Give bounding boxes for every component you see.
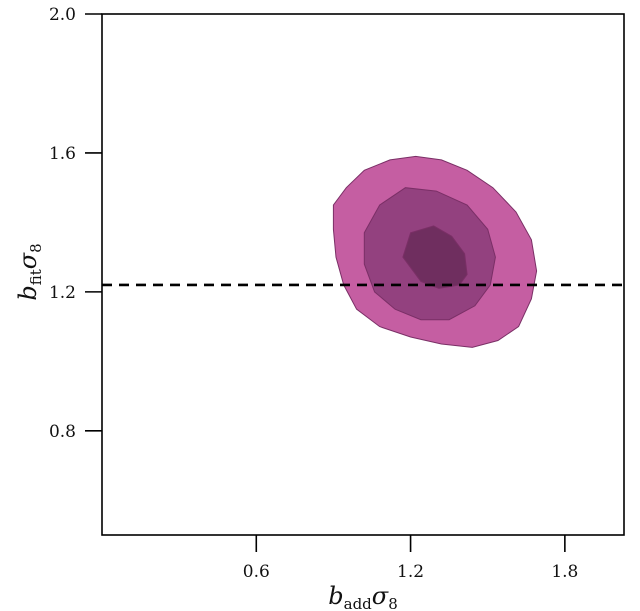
y-label-main: b <box>14 285 42 300</box>
y-label-num: 8 <box>27 243 45 253</box>
y-label-sym: σ <box>14 252 42 269</box>
x-axis: 0.6 1.2 1.8 <box>243 535 578 582</box>
y-axis-label: bfitσ8 <box>14 243 45 300</box>
x-tick-label: 1.8 <box>551 562 578 582</box>
y-tick-label: 0.8 <box>49 422 76 442</box>
y-label-sub: fit <box>27 269 45 285</box>
y-tick-label: 2.0 <box>49 5 76 25</box>
x-label-sym: σ <box>372 582 389 610</box>
plot-frame <box>101 13 625 536</box>
x-tick-label: 0.6 <box>243 562 270 582</box>
x-label-sub: add <box>344 595 373 611</box>
x-label-num: 8 <box>388 595 398 611</box>
contour-layer <box>332 155 538 348</box>
y-tick-label: 1.6 <box>49 144 76 164</box>
x-label-main: b <box>328 582 343 610</box>
y-axis: 0.8 1.2 1.6 2.0 <box>49 5 102 442</box>
y-tick-label: 1.2 <box>49 283 76 303</box>
x-tick-label: 1.2 <box>397 562 424 582</box>
x-axis-label: baddσ8 <box>328 582 397 611</box>
